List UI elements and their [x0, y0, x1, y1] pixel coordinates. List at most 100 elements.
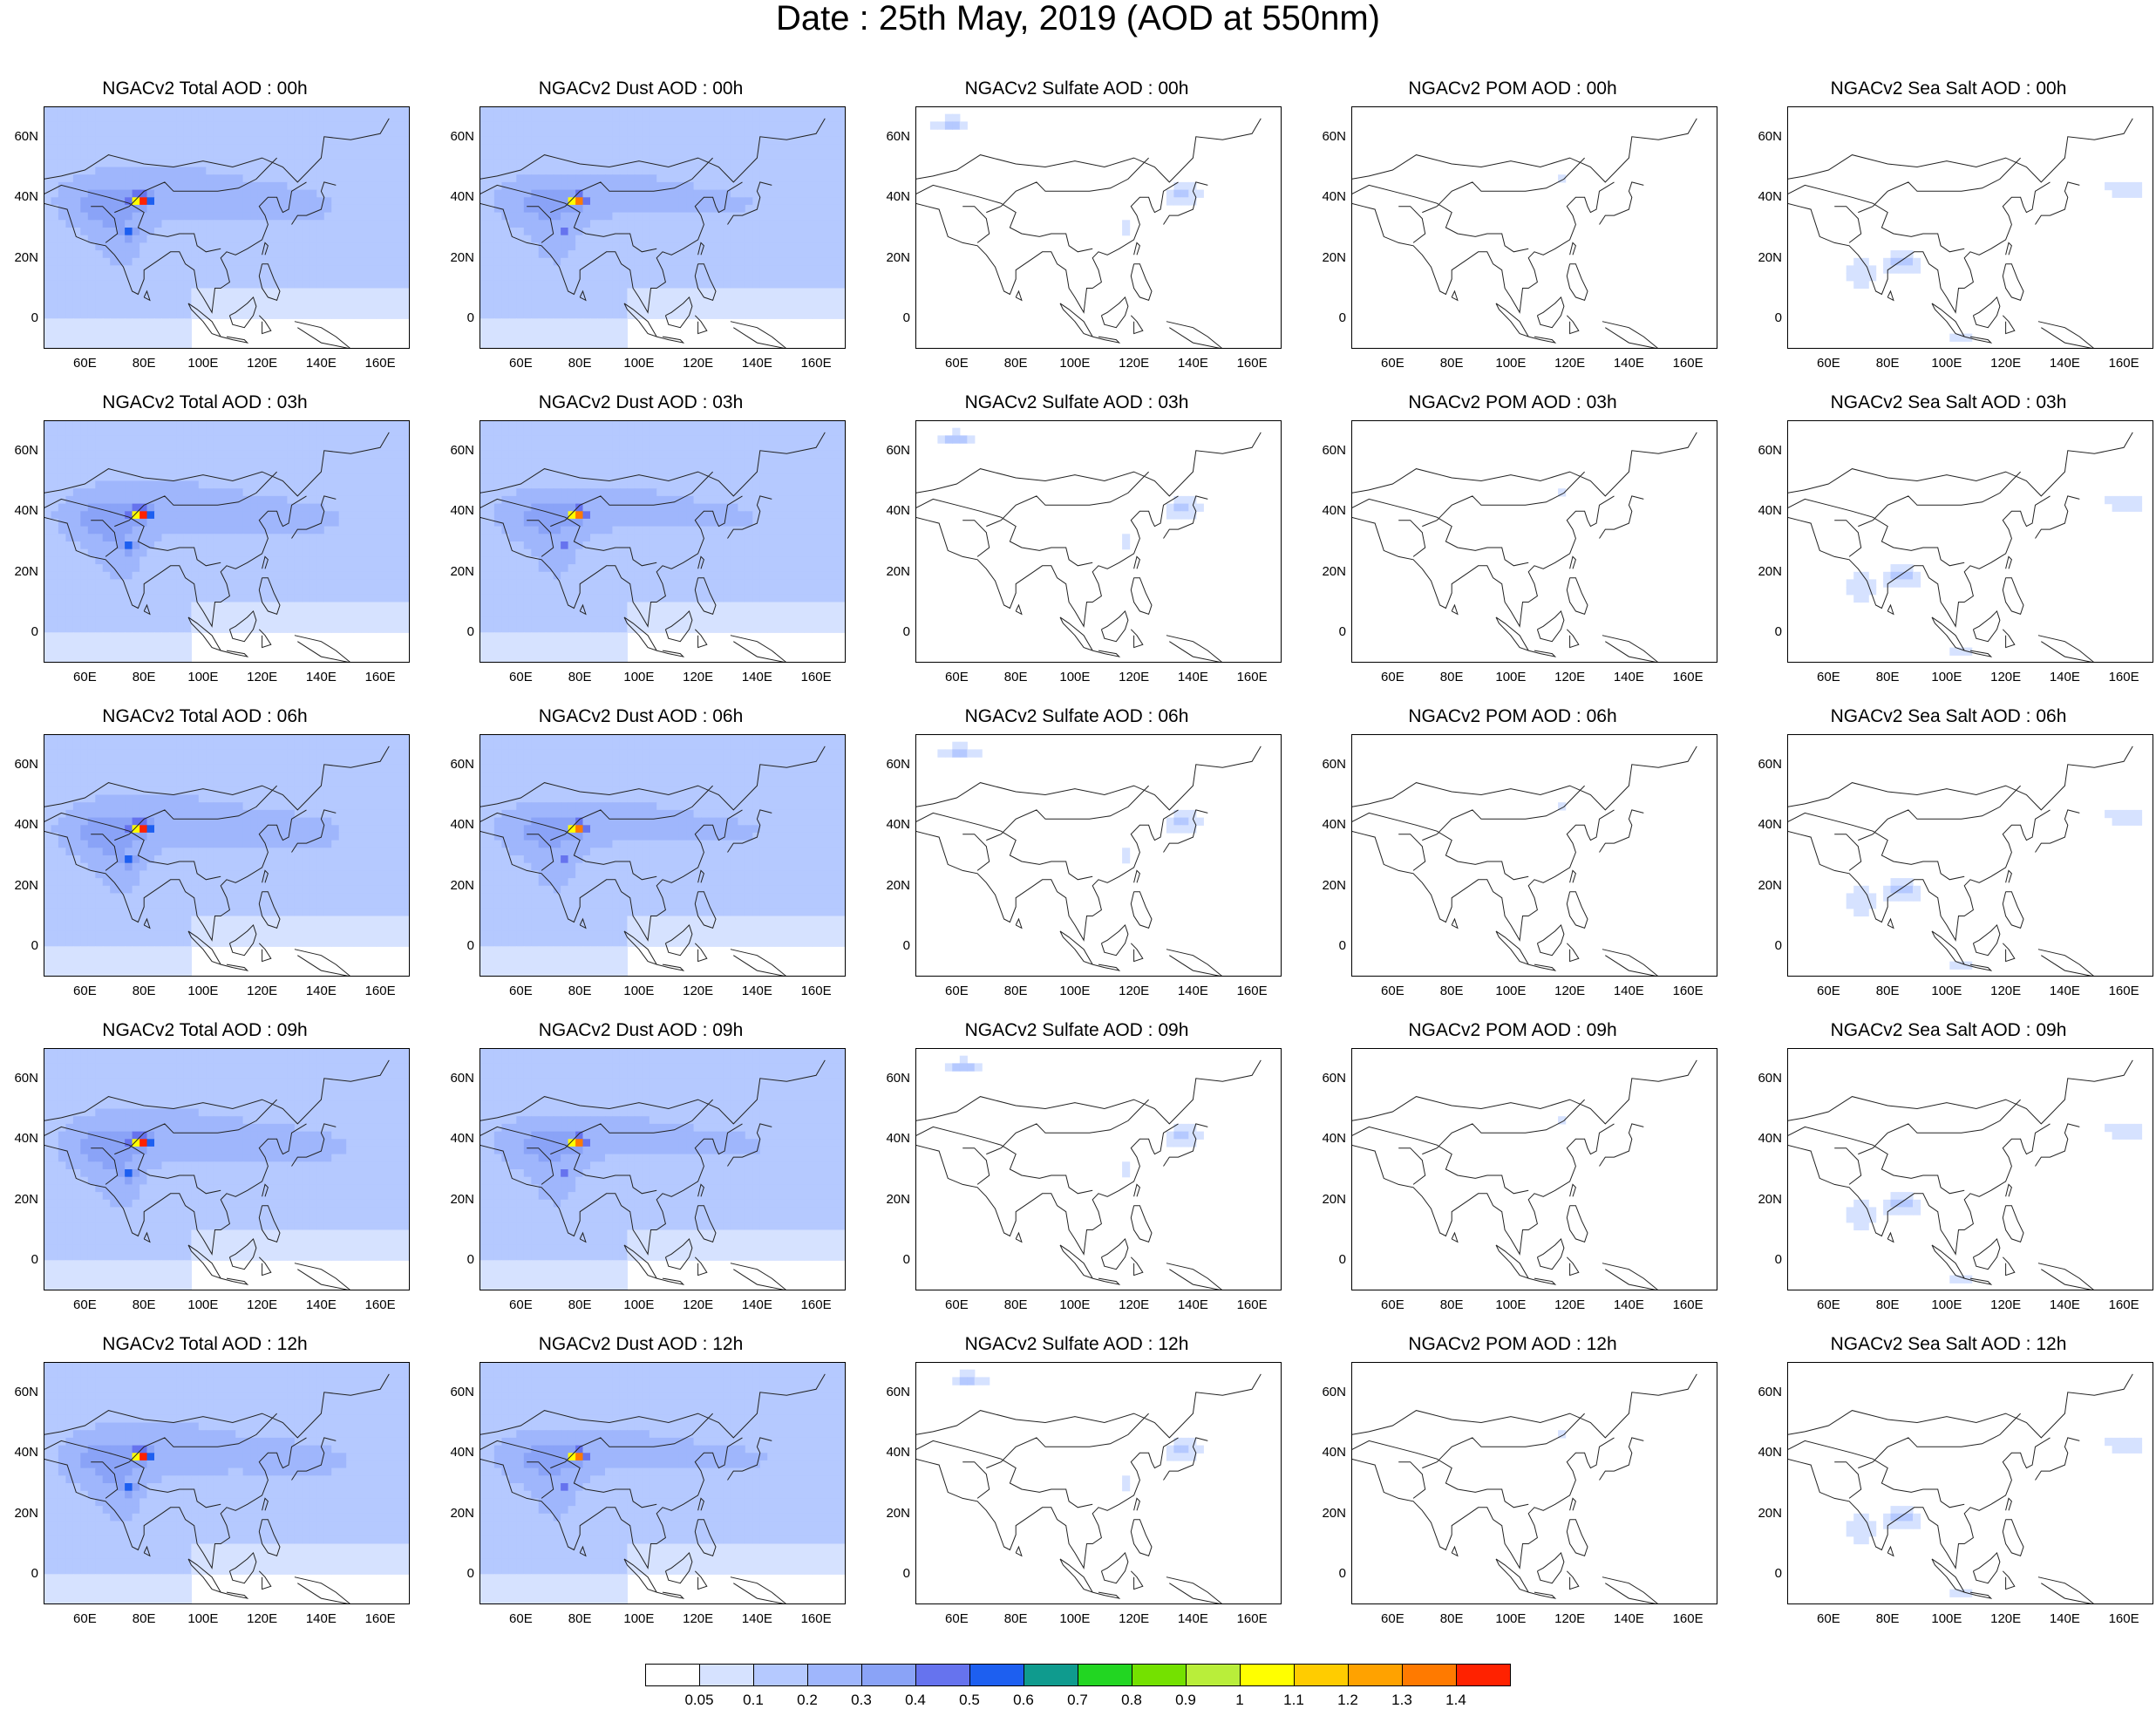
aod-cell: [331, 624, 340, 633]
aod-cell: [139, 480, 148, 489]
aod-cell: [338, 159, 347, 168]
aod-cell: [169, 458, 178, 466]
aod-cell: [146, 503, 155, 512]
aod-cell: [265, 443, 274, 452]
aod-cell: [117, 167, 126, 175]
aod-cell: [693, 159, 702, 168]
aod-cell: [398, 624, 406, 633]
aod-cell: [183, 144, 192, 153]
aod-cell: [65, 265, 74, 274]
aod-cell: [257, 511, 266, 520]
aod-cell: [316, 435, 325, 444]
aod-cell: [767, 273, 776, 282]
aod-cell: [745, 303, 753, 312]
aod-cell: [353, 174, 362, 183]
aod-cell: [656, 296, 665, 304]
aod-cell: [146, 242, 155, 251]
aod-cell: [51, 632, 59, 641]
aod-cell: [405, 435, 410, 444]
aod-cell: [80, 602, 89, 610]
aod-cell: [146, 250, 155, 259]
aod-cell: [546, 325, 554, 335]
aod-cell: [582, 303, 591, 312]
aod-cell: [686, 212, 695, 221]
aod-cell: [501, 318, 510, 327]
aod-cell: [272, 511, 281, 520]
aod-cell: [58, 495, 66, 505]
aod-cell: [161, 526, 170, 534]
aod-cell: [383, 602, 391, 610]
aod-cell: [331, 242, 340, 251]
aod-cell: [693, 220, 702, 228]
aod-cell: [701, 174, 710, 183]
aod-cell: [242, 280, 251, 289]
aod-cell: [391, 152, 399, 160]
aod-cell: [493, 167, 502, 175]
aod-cell: [198, 488, 207, 497]
aod-cell: [649, 273, 657, 282]
coastline-outline: [44, 432, 390, 663]
aod-cell: [139, 495, 148, 505]
aod-cell: [656, 189, 665, 198]
aod-cell: [242, 518, 251, 528]
aod-cell: [656, 458, 665, 466]
aod-cell: [708, 242, 717, 251]
aod-cell: [804, 212, 813, 221]
aod-cell: [597, 136, 606, 146]
aod-map: [44, 420, 410, 663]
aod-cell: [353, 518, 362, 528]
aod-cell: [590, 333, 599, 342]
aod-cell: [361, 458, 370, 466]
aod-cell: [87, 495, 96, 505]
aod-cell: [213, 113, 221, 122]
aod-cell: [338, 518, 347, 528]
aod-cell: [242, 250, 251, 259]
aod-cell: [72, 534, 81, 542]
aod-cell: [146, 526, 155, 534]
aod-cell: [582, 333, 591, 342]
aod-cell: [154, 204, 163, 214]
aod-cell: [405, 587, 410, 596]
aod-cell: [546, 296, 554, 304]
aod-cell: [198, 450, 207, 460]
aod-cell: [206, 121, 214, 130]
aod-cell: [376, 495, 384, 505]
aod-cell: [730, 310, 738, 319]
aod-cell: [95, 571, 104, 581]
aod-cell: [642, 152, 650, 160]
aod-cell: [612, 144, 621, 153]
aod-cell: [361, 602, 370, 610]
aod-cell: [634, 189, 643, 198]
aod-cell: [250, 443, 259, 452]
aod-cell: [523, 310, 532, 319]
aod-cell: [391, 136, 399, 146]
aod-cell: [745, 242, 753, 251]
aod-cell: [242, 235, 251, 243]
aod-cell: [309, 609, 317, 618]
aod-cell: [353, 235, 362, 243]
aod-cell: [405, 488, 410, 497]
aod-cell: [87, 594, 96, 603]
aod-cell: [213, 594, 221, 603]
aod-cell: [833, 420, 842, 429]
aod-cell: [686, 220, 695, 228]
aod-cell: [774, 420, 783, 429]
aod-cell: [819, 420, 827, 429]
aod-cell: [405, 534, 410, 542]
aod-cell: [531, 174, 540, 183]
lon-tick-label: 160E: [364, 670, 396, 684]
aod-cell: [146, 564, 155, 573]
aod-cell: [759, 420, 768, 429]
aod-cell: [198, 280, 207, 289]
aod-cell: [272, 556, 281, 565]
aod-cell: [58, 296, 66, 304]
aod-cell: [235, 189, 244, 198]
aod-cell: [493, 303, 502, 312]
aod-cell: [44, 167, 52, 175]
aod-cell: [198, 624, 207, 633]
aod-cell: [479, 189, 488, 198]
aod-cell: [287, 602, 296, 610]
aod-cell: [302, 296, 310, 304]
aod-cell: [368, 136, 377, 146]
aod-cell: [663, 181, 672, 191]
